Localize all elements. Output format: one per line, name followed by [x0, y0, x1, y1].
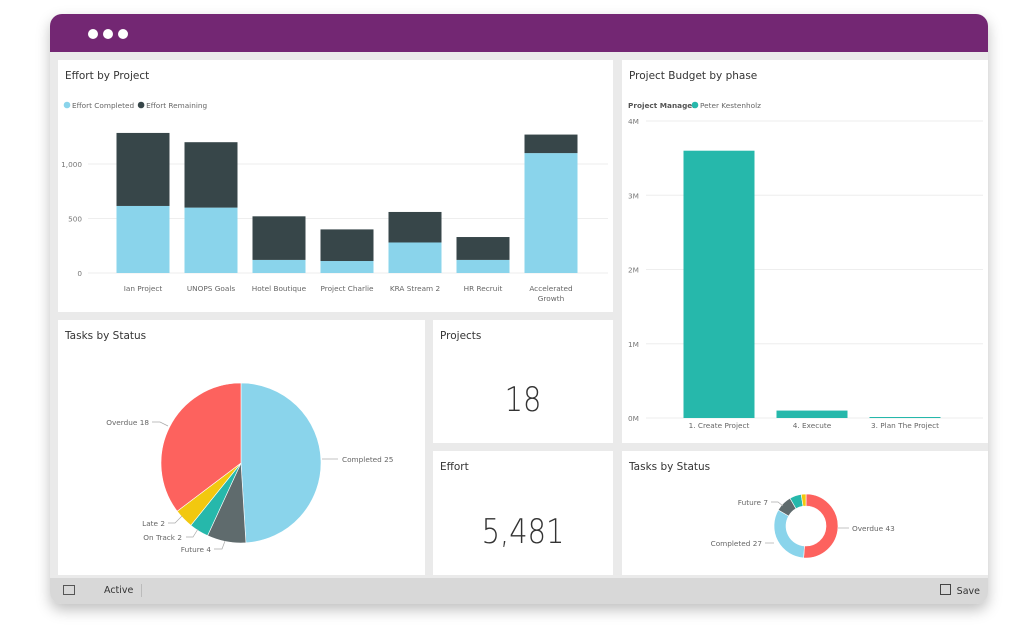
tile-title: Effort by Project	[65, 70, 150, 82]
expand-icon[interactable]	[63, 585, 75, 595]
tile-title: Project Budget by phase	[629, 70, 758, 82]
tile-tasks-donut[interactable]: Tasks by Status	[622, 451, 988, 575]
tile-budget-by-phase[interactable]: Project Budget by phase	[622, 60, 988, 443]
projects-value: 18	[504, 380, 542, 420]
tile-title: Projects	[440, 330, 482, 342]
tile-title: Tasks by Status	[629, 461, 711, 473]
save-icon	[939, 584, 951, 595]
tile-projects[interactable]: Projects 18	[433, 320, 613, 443]
window-dot-icon[interactable]	[103, 29, 113, 39]
title-bar	[50, 14, 988, 52]
tile-title: Effort	[440, 461, 469, 473]
save-button[interactable]: Save	[939, 584, 980, 597]
window-dot-icon[interactable]	[88, 29, 98, 39]
save-label: Save	[956, 586, 980, 597]
status-label[interactable]: Active	[104, 585, 134, 596]
tile-tasks-pie[interactable]: Tasks by Status	[58, 320, 425, 575]
divider	[141, 584, 142, 597]
window-dot-icon[interactable]	[118, 29, 128, 39]
tile-effort[interactable]: Effort 5,481	[433, 451, 613, 575]
tile-effort-by-project[interactable]: Effort by Project	[58, 60, 613, 312]
dashboard-window: Effort by Project Project Budget by phas…	[50, 14, 988, 604]
status-bar: Active Save	[50, 578, 988, 604]
tile-title: Tasks by Status	[65, 330, 147, 342]
effort-value: 5,481	[481, 512, 565, 552]
